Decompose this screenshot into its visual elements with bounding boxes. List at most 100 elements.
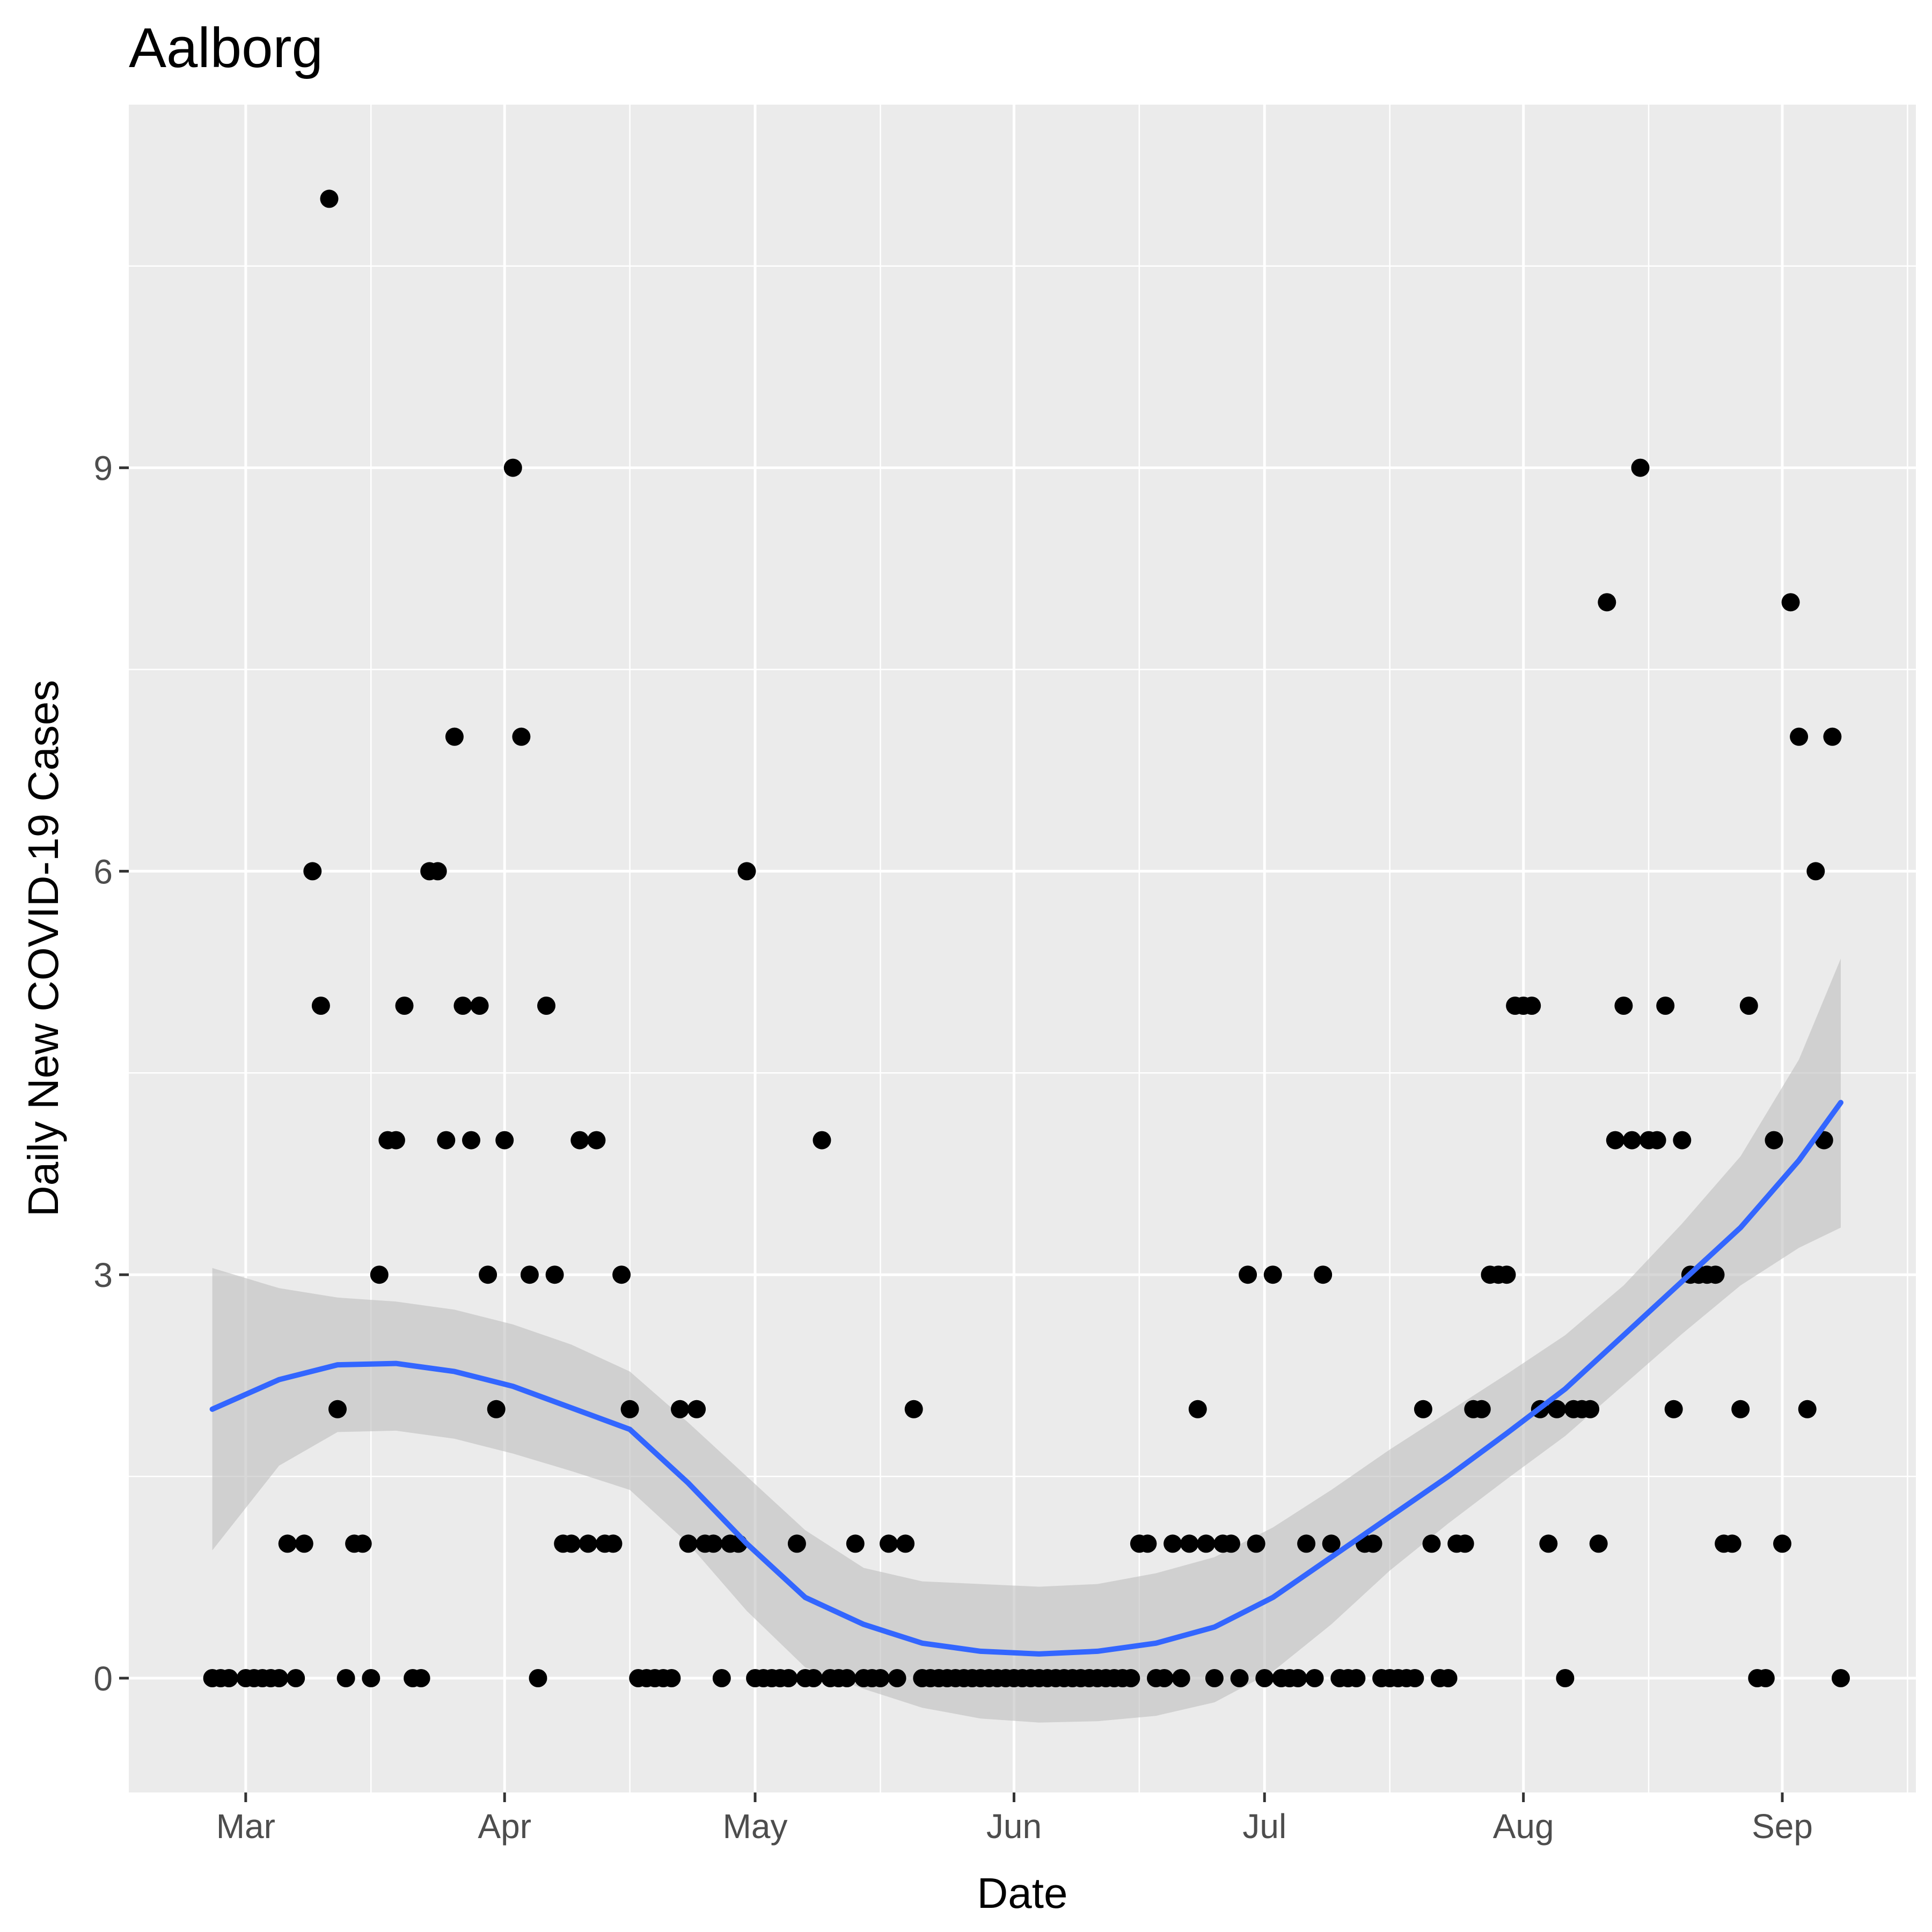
data-point (1414, 1400, 1432, 1418)
data-point (1247, 1534, 1265, 1553)
chart-title: Aalborg (129, 17, 323, 79)
data-point (1188, 1400, 1207, 1418)
data-point (412, 1669, 430, 1687)
data-point (437, 1131, 456, 1150)
data-point (1765, 1131, 1783, 1150)
data-point (1606, 1131, 1624, 1150)
data-point (278, 1534, 297, 1553)
data-point (671, 1400, 689, 1418)
data-point (570, 1131, 589, 1150)
data-point (1255, 1669, 1274, 1687)
data-point (704, 1534, 723, 1553)
data-point (787, 1534, 806, 1553)
data-point (1598, 593, 1616, 612)
data-point (1673, 1131, 1692, 1150)
data-point (1790, 727, 1809, 746)
data-point (336, 1669, 355, 1687)
data-point (495, 1131, 514, 1150)
data-point (1406, 1669, 1424, 1687)
data-point (1455, 1534, 1474, 1553)
data-point (520, 1265, 539, 1284)
data-point (1589, 1534, 1608, 1553)
data-point (1731, 1400, 1750, 1418)
data-point (1222, 1534, 1240, 1553)
data-point (1230, 1669, 1249, 1687)
data-point (1197, 1534, 1216, 1553)
data-point (1556, 1669, 1575, 1687)
data-point (1263, 1265, 1282, 1284)
data-point (1781, 593, 1800, 612)
x-axis: Mar Apr May Jun Jul Aug Sep (216, 1792, 1813, 1846)
y-tick-label: 9 (93, 449, 113, 488)
data-point (587, 1131, 606, 1150)
data-point (1422, 1534, 1441, 1553)
data-point (1305, 1669, 1324, 1687)
data-point (320, 189, 339, 208)
data-point (1539, 1534, 1558, 1553)
data-point (1773, 1534, 1791, 1553)
data-point (1614, 997, 1633, 1015)
data-point (270, 1669, 289, 1687)
data-points (203, 189, 1850, 1687)
data-point (604, 1534, 623, 1553)
data-point (1122, 1669, 1140, 1687)
y-axis-title: Daily New COVID-19 Cases (19, 680, 67, 1217)
data-point (1239, 1265, 1257, 1284)
x-tick-label: Apr (478, 1807, 531, 1846)
data-point (1631, 458, 1650, 477)
plot-panel (129, 105, 1916, 1792)
data-point (311, 997, 330, 1015)
data-point (462, 1131, 480, 1150)
data-point (1547, 1400, 1566, 1418)
data-point (1523, 997, 1541, 1015)
data-point (1622, 1131, 1641, 1150)
data-point (395, 997, 414, 1015)
data-point (1739, 997, 1758, 1015)
data-point (1823, 727, 1842, 746)
data-point (1497, 1265, 1516, 1284)
data-point (779, 1669, 798, 1687)
x-tick-label: Aug (1493, 1807, 1554, 1846)
data-point (545, 1265, 564, 1284)
data-point (737, 862, 756, 881)
data-point (880, 1534, 898, 1553)
smooth-trend-line (209, 1100, 1843, 1657)
data-point (503, 458, 522, 477)
data-point (529, 1669, 547, 1687)
data-point (328, 1400, 347, 1418)
data-point (287, 1669, 305, 1687)
x-tick-label: Jun (986, 1807, 1042, 1846)
data-point (896, 1534, 915, 1553)
data-point (1322, 1534, 1341, 1553)
data-point (362, 1669, 380, 1687)
data-point (1289, 1669, 1307, 1687)
data-point (1581, 1400, 1600, 1418)
x-axis-title: Date (977, 1869, 1068, 1917)
data-point (1163, 1534, 1182, 1553)
data-point (1706, 1265, 1725, 1284)
trend-line (209, 1100, 1843, 1657)
data-point (445, 727, 464, 746)
data-point (303, 862, 322, 881)
data-point (1138, 1534, 1157, 1553)
data-point (295, 1534, 313, 1553)
data-point (453, 997, 472, 1015)
data-point (1723, 1534, 1741, 1553)
data-point (1172, 1669, 1190, 1687)
data-point (537, 997, 555, 1015)
x-tick-label: May (723, 1807, 788, 1846)
data-point (1648, 1131, 1666, 1150)
data-point (579, 1534, 597, 1553)
data-point (888, 1669, 906, 1687)
data-point (219, 1669, 238, 1687)
data-point (1656, 997, 1675, 1015)
data-point (1314, 1265, 1333, 1284)
data-point (1806, 862, 1825, 881)
data-point (1297, 1534, 1316, 1553)
data-point (679, 1534, 698, 1553)
data-point (370, 1265, 389, 1284)
data-point (620, 1400, 639, 1418)
data-point (712, 1669, 731, 1687)
data-point (838, 1669, 857, 1687)
